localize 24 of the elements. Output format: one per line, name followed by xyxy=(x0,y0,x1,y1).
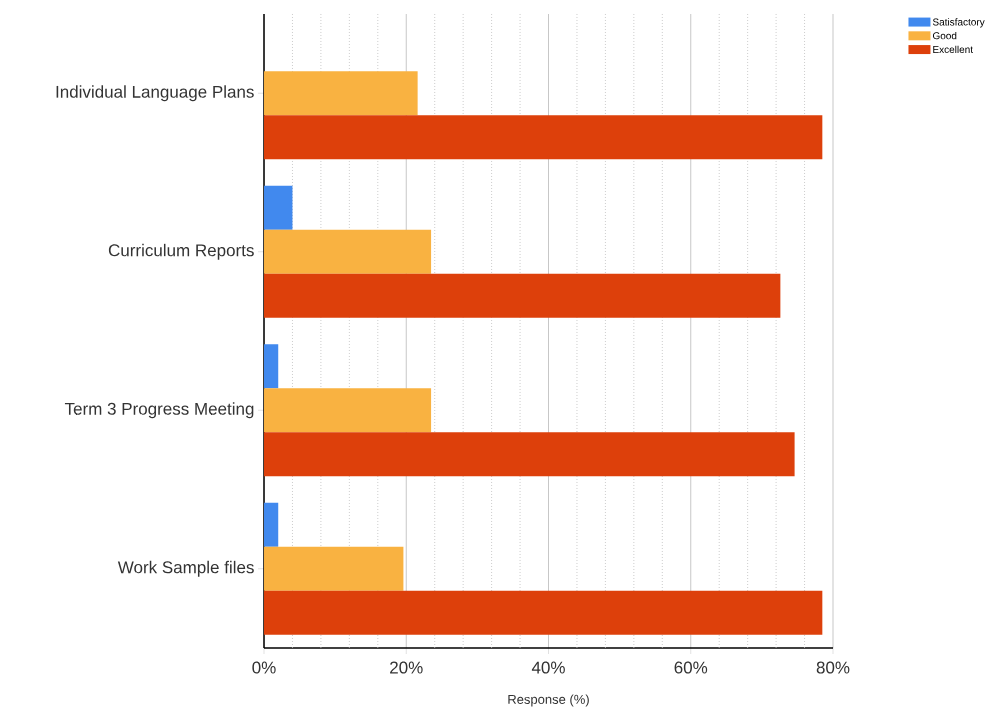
x-tick-label: 40% xyxy=(531,661,565,674)
bar xyxy=(264,432,795,477)
y-tick-label: Term 3 Progress Meeting xyxy=(64,402,254,419)
legend-label: Excellent xyxy=(933,45,973,54)
x-tick-label: 80% xyxy=(816,661,850,674)
y-tick-label: Individual Language Plans xyxy=(56,85,254,102)
x-tick-label: 60% xyxy=(674,661,708,674)
bar xyxy=(264,546,404,591)
x-tick-label: 0% xyxy=(252,661,276,674)
legend-label: Good xyxy=(932,31,957,40)
bar xyxy=(264,590,823,635)
bar xyxy=(264,502,279,547)
x-axis-title: Response (%) xyxy=(508,694,589,707)
bar xyxy=(264,185,293,230)
y-tick-label: Curriculum Reports xyxy=(108,243,254,260)
bar xyxy=(264,388,432,433)
bar xyxy=(264,229,432,274)
legend-label: Satisfactory xyxy=(932,18,985,28)
bar xyxy=(264,115,823,160)
y-tick-label: Work Sample files xyxy=(117,560,254,577)
bar xyxy=(264,273,781,318)
x-tick-label: 20% xyxy=(390,661,423,674)
bar xyxy=(264,71,418,116)
bar xyxy=(264,344,279,389)
